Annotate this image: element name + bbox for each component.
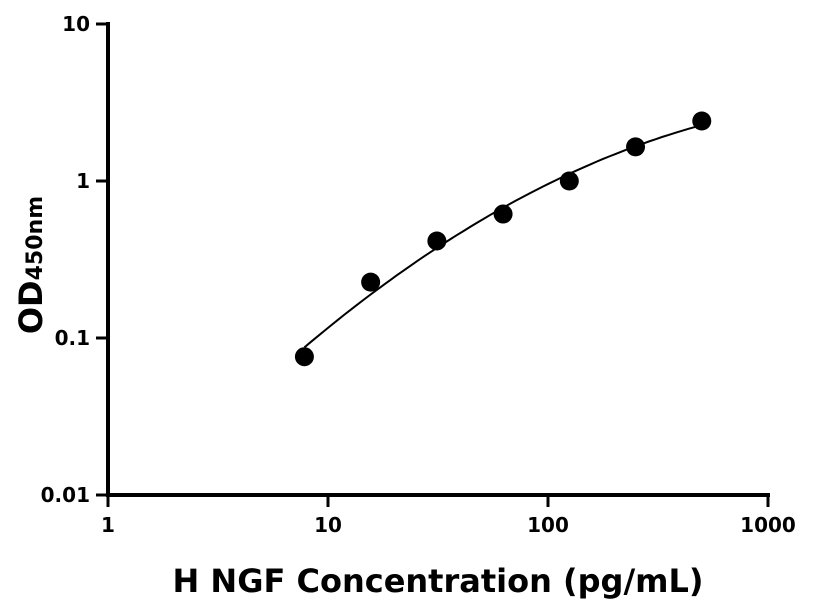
y-tick-label: 0.01: [41, 483, 90, 507]
x-tick-label: 1000: [740, 513, 796, 537]
x-axis-label: H NGF Concentration (pg/mL): [173, 562, 704, 600]
data-points: [294, 111, 712, 367]
y-tick-label: 1: [76, 169, 90, 193]
data-point: [626, 137, 646, 157]
data-point: [559, 171, 579, 191]
axes: 1 10 100 1000 0.01 0.1 1 10: [41, 12, 796, 537]
y-axis-label-main: OD: [12, 280, 50, 334]
data-point: [493, 204, 513, 224]
y-tick-label: 10: [62, 12, 90, 36]
x-tick-label: 100: [527, 513, 569, 537]
data-point: [361, 272, 381, 292]
x-tick-label: 10: [314, 513, 342, 537]
y-axis-label: OD450nm: [12, 196, 50, 334]
y-axis-label-sub: 450nm: [23, 196, 48, 281]
x-tick-label: 1: [101, 513, 115, 537]
fit-curve: [303, 124, 703, 349]
data-point: [294, 347, 314, 367]
y-tick-label: 0.1: [55, 326, 90, 350]
data-point: [692, 111, 712, 131]
data-point: [427, 231, 447, 251]
